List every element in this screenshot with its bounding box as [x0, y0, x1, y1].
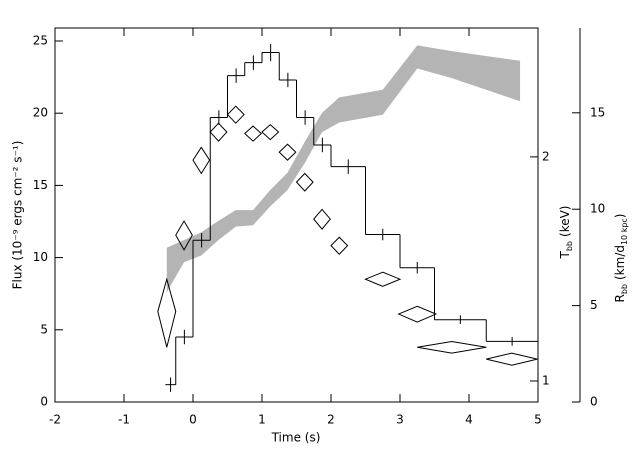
y3-tick-label: 0: [590, 395, 598, 409]
y-tick-label: 20: [33, 106, 48, 120]
temperature-diamond: [295, 172, 314, 192]
temperature-diamond: [209, 122, 228, 142]
temperature-diamond: [157, 277, 177, 348]
y-tick-label: 5: [40, 322, 48, 336]
temperature-diamond: [313, 208, 331, 230]
y2-title-unit: (keV): [558, 206, 572, 237]
y3-title-main: R: [613, 294, 627, 302]
y3-tick-label: 10: [590, 202, 605, 216]
temperature-diamond: [486, 352, 538, 366]
y3-title-unit: (km/d: [613, 245, 627, 280]
temperature-diamond: [364, 271, 402, 287]
x-axis-title: Time (s): [271, 431, 321, 445]
y3-axis-title: Rbb (km/d10 kpc): [613, 213, 629, 302]
y-axis-title: Flux (10⁻⁹ ergs cm⁻² s⁻¹): [11, 141, 25, 290]
temperature-diamond: [397, 305, 438, 323]
y-tick-label: 10: [33, 250, 48, 264]
y2-title-sub: bb: [565, 241, 574, 251]
x-tick-label: 1: [258, 413, 266, 427]
temperature-diamond: [192, 146, 211, 175]
temperature-diamond: [417, 340, 487, 354]
temperature-diamond: [226, 105, 245, 124]
x-tick-label: 5: [534, 413, 542, 427]
plot-frame: [54, 27, 539, 403]
temperature-diamond: [261, 123, 280, 141]
temperature-diamond: [278, 143, 297, 161]
y3-tick-label: 5: [590, 298, 598, 312]
y-tick-label: 0: [40, 395, 48, 409]
y2-tick-label: 2: [542, 149, 550, 163]
y3-tick-label: 15: [590, 105, 605, 119]
x-tick-label: 2: [327, 413, 335, 427]
y3-title-close: ): [613, 213, 627, 218]
y2-title-main: T: [558, 250, 572, 259]
y3-title-unit-sub: 10 kpc: [620, 218, 629, 245]
y3-title-sub: bb: [620, 284, 629, 294]
temperature-diamond: [175, 220, 193, 251]
x-tick-label: -2: [49, 413, 61, 427]
x-tick-label: 4: [465, 413, 473, 427]
temperature-diamond: [330, 236, 349, 255]
x-tick-label: 3: [396, 413, 404, 427]
x-tick-label: 0: [189, 413, 197, 427]
x-tick-label: -1: [118, 413, 130, 427]
y-tick-label: 25: [33, 33, 48, 47]
y-tick-label: 15: [33, 178, 48, 192]
temperature-diamond: [244, 125, 263, 142]
y2-tick-label: 1: [542, 373, 550, 387]
radius-band: [166, 45, 521, 293]
y2-axis-title: Tbb (keV): [558, 206, 574, 260]
